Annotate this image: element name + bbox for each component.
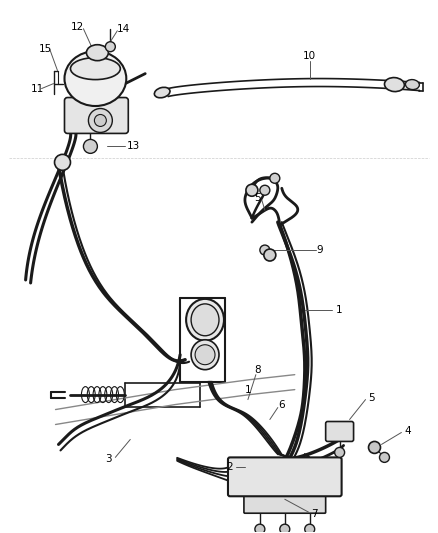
Circle shape bbox=[379, 453, 389, 462]
Text: 1: 1 bbox=[244, 385, 251, 394]
FancyBboxPatch shape bbox=[326, 422, 353, 441]
Text: 11: 11 bbox=[31, 84, 44, 94]
FancyBboxPatch shape bbox=[64, 98, 128, 133]
Ellipse shape bbox=[191, 340, 219, 370]
Text: 8: 8 bbox=[254, 365, 261, 375]
Circle shape bbox=[255, 524, 265, 533]
Circle shape bbox=[54, 155, 71, 171]
Text: 14: 14 bbox=[117, 24, 130, 34]
Text: 5: 5 bbox=[368, 393, 375, 402]
Ellipse shape bbox=[71, 58, 120, 79]
Ellipse shape bbox=[64, 51, 126, 106]
Circle shape bbox=[270, 173, 280, 183]
Text: 2: 2 bbox=[226, 462, 233, 472]
Text: 3: 3 bbox=[105, 455, 112, 464]
Circle shape bbox=[195, 345, 215, 365]
FancyBboxPatch shape bbox=[228, 457, 342, 496]
Ellipse shape bbox=[154, 87, 170, 98]
Circle shape bbox=[305, 524, 314, 533]
Circle shape bbox=[95, 115, 106, 126]
Text: 7: 7 bbox=[311, 509, 318, 519]
Circle shape bbox=[264, 249, 276, 261]
Circle shape bbox=[280, 524, 290, 533]
Text: 10: 10 bbox=[303, 51, 316, 61]
Text: 5: 5 bbox=[254, 193, 261, 203]
Ellipse shape bbox=[191, 304, 219, 336]
Text: 15: 15 bbox=[39, 44, 52, 54]
Circle shape bbox=[83, 140, 97, 154]
Ellipse shape bbox=[385, 78, 404, 92]
Circle shape bbox=[246, 184, 258, 196]
Text: 12: 12 bbox=[71, 22, 84, 32]
Circle shape bbox=[260, 185, 270, 195]
Ellipse shape bbox=[406, 79, 419, 90]
Text: 6: 6 bbox=[279, 400, 285, 409]
Text: 13: 13 bbox=[127, 141, 140, 151]
FancyBboxPatch shape bbox=[244, 491, 326, 513]
Text: 1: 1 bbox=[336, 305, 343, 315]
Circle shape bbox=[260, 245, 270, 255]
Circle shape bbox=[88, 109, 112, 132]
Text: 4: 4 bbox=[404, 426, 411, 437]
Circle shape bbox=[335, 447, 345, 457]
Circle shape bbox=[368, 441, 381, 454]
Ellipse shape bbox=[86, 45, 108, 61]
Circle shape bbox=[106, 42, 115, 52]
Ellipse shape bbox=[186, 299, 224, 341]
Text: 9: 9 bbox=[316, 245, 323, 255]
